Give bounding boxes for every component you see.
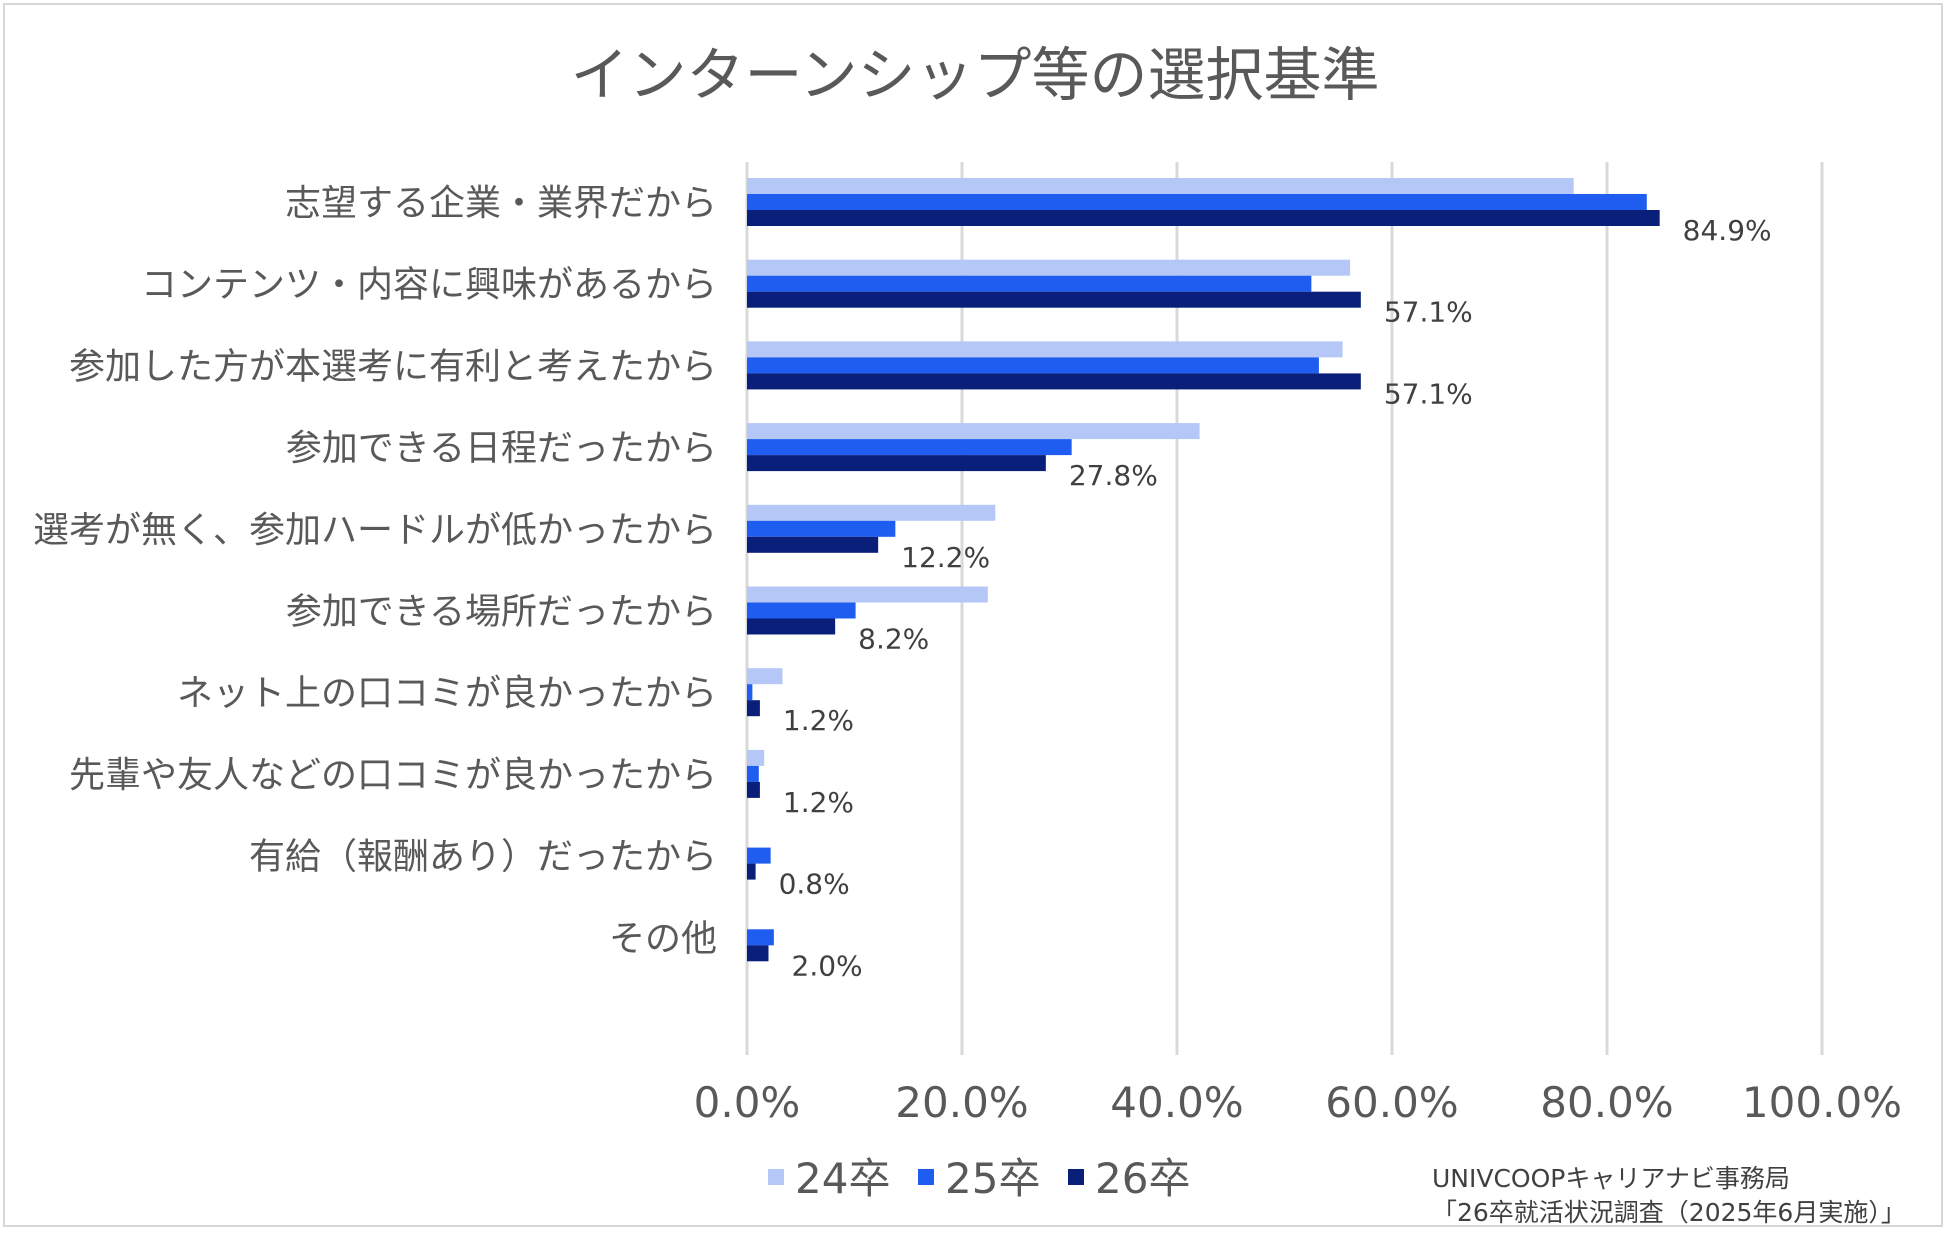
category-label: ネット上の口コミが良かったから [177, 673, 717, 714]
category-label: 参加した方が本選考に有利と考えたから [69, 346, 717, 387]
x-tick-label: 80.0% [1540, 1078, 1673, 1127]
bar-24卒 [747, 504, 996, 521]
bar-24卒 [747, 586, 988, 603]
category-label: 有給（報酬あり）だったから [249, 837, 717, 878]
data-label: 8.2% [858, 623, 929, 656]
bar-25卒 [747, 520, 896, 537]
category-label: その他 [609, 918, 717, 959]
x-tick-label: 60.0% [1325, 1078, 1458, 1127]
bar-25卒 [747, 684, 753, 701]
bar-26卒 [747, 618, 836, 635]
x-tick-label: 40.0% [1110, 1078, 1243, 1127]
legend: 24卒 25卒 26卒 [768, 1154, 1190, 1203]
legend-label: 26卒 [1095, 1154, 1190, 1203]
category-labels: 志望する企業・業界だからコンテンツ・内容に興味があるから参加した方が本選考に有利… [33, 183, 717, 959]
x-axis-ticks: 0.0% 20.0% 40.0% 60.0% 80.0% 100.0% [694, 1078, 1902, 1127]
data-label: 27.8% [1069, 459, 1158, 492]
bar-25卒 [747, 929, 774, 946]
bar-26卒 [747, 210, 1660, 226]
bar-25卒 [747, 357, 1319, 374]
data-label: 57.1% [1384, 377, 1473, 410]
bar-25卒 [747, 602, 856, 619]
legend-label: 24卒 [795, 1154, 890, 1203]
gridlines [745, 162, 1824, 1055]
bar-26卒 [747, 536, 879, 553]
x-tick-label: 0.0% [694, 1078, 801, 1127]
bar-24卒 [747, 178, 1574, 194]
bar-24卒 [747, 259, 1351, 276]
bar-25卒 [747, 765, 759, 782]
legend-swatch [918, 1169, 934, 1185]
x-tick-label: 20.0% [895, 1078, 1028, 1127]
data-label: 84.9% [1683, 214, 1772, 247]
bar-26卒 [747, 945, 769, 962]
bar-24卒 [747, 341, 1343, 358]
bar-25卒 [747, 847, 771, 864]
legend-swatch [1068, 1169, 1084, 1185]
category-label: 参加できる場所だったから [286, 592, 717, 633]
category-label: 先輩や友人などの口コミが良かったから [69, 755, 717, 796]
data-label: 2.0% [792, 949, 863, 982]
data-label: 12.2% [901, 541, 990, 574]
category-label: コンテンツ・内容に興味があるから [141, 265, 717, 306]
source-line-2: 「26卒就活状況調査（2025年6月実施）」 [1432, 1198, 1906, 1227]
category-label: 志望する企業・業界だから [285, 183, 717, 224]
data-label: 1.2% [783, 786, 854, 819]
category-label: 選考が無く、参加ハードルが低かったから [33, 510, 717, 551]
chart-title: インターンシップ等の選択基準 [570, 41, 1379, 109]
data-labels: 84.9% 57.1% 57.1% 27.8% 12.2% 8.2% 1.2% 1.2% 0.8… [779, 214, 1772, 982]
bars [747, 178, 1660, 962]
bar-26卒 [747, 455, 1046, 472]
legend-label: 25卒 [945, 1154, 1040, 1203]
bar-24卒 [747, 668, 783, 685]
data-label: 0.8% [779, 868, 850, 901]
bar-26卒 [747, 291, 1361, 308]
x-tick-label: 100.0% [1742, 1078, 1902, 1127]
source-line-1: UNIVCOOPキャリアナビ事務局 [1432, 1164, 1790, 1193]
bar-24卒 [747, 749, 765, 766]
bar-26卒 [747, 373, 1361, 390]
bar-25卒 [747, 194, 1647, 210]
bar-24卒 [747, 423, 1200, 440]
bar-25卒 [747, 275, 1312, 292]
data-label: 1.2% [783, 704, 854, 737]
bar-26卒 [747, 781, 760, 798]
bar-26卒 [747, 863, 756, 880]
data-label: 57.1% [1384, 296, 1473, 329]
category-label: 参加できる日程だったから [286, 428, 717, 469]
bar-26卒 [747, 700, 760, 717]
legend-swatch [768, 1169, 784, 1185]
bar-25卒 [747, 439, 1072, 456]
